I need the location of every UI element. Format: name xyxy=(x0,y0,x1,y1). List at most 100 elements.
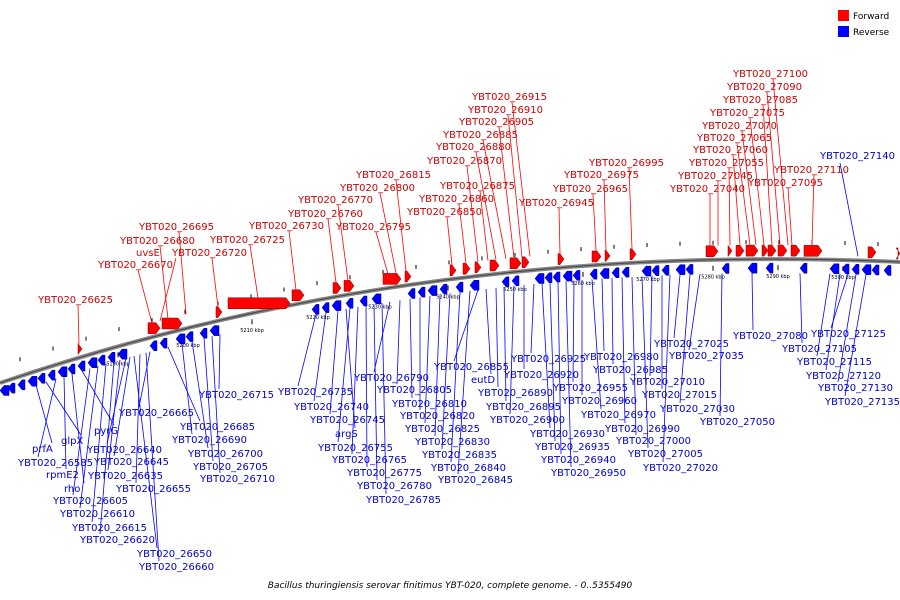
tick-label: 5230 kbp xyxy=(368,304,392,310)
leader-line xyxy=(167,346,201,422)
leader-line xyxy=(591,279,602,410)
reverse-gene-arrow xyxy=(185,331,194,342)
forward-gene-label: YBT020_26800 xyxy=(339,183,415,194)
forward-gene-label: YBT020_26915 xyxy=(471,92,547,103)
forward-gene-arrow xyxy=(803,245,823,257)
reverse-gene-label: YBT020_26810 xyxy=(391,399,467,410)
leader-line xyxy=(495,287,499,388)
reverse-gene-arrow xyxy=(87,357,98,368)
reverse-gene-arrow xyxy=(439,283,448,295)
leader-line xyxy=(830,273,849,329)
leader-line xyxy=(592,193,597,252)
leader-line xyxy=(766,91,781,246)
reverse-gene-label: glpX xyxy=(61,436,83,447)
reverse-gene-arrow xyxy=(321,302,330,313)
forward-gene-label: YBT020_26815 xyxy=(355,170,431,181)
reverse-gene-arrow xyxy=(209,325,220,336)
forward-gene-arrow xyxy=(291,289,305,302)
reverse-gene-label: YBT020_26755 xyxy=(317,443,393,454)
leader-line xyxy=(203,338,214,462)
reverse-gene-arrow xyxy=(159,337,168,349)
tick-label: 5220 kbp xyxy=(306,315,330,321)
leader-line xyxy=(373,304,378,481)
leader-line xyxy=(113,357,131,457)
leader-line xyxy=(457,290,471,475)
reverse-gene-label: YBT020_26855 xyxy=(433,362,509,373)
forward-gene-label: YBT020_26975 xyxy=(563,170,639,181)
leader-line xyxy=(329,310,339,415)
forward-gene-label: YBT020_27085 xyxy=(722,95,798,106)
reverse-gene-label: YBT020_26925 xyxy=(510,354,586,365)
reverse-gene-label: YBT020_26615 xyxy=(71,523,147,534)
leader-line xyxy=(844,274,867,397)
leader-line xyxy=(736,142,751,246)
leader-line xyxy=(211,257,219,307)
reverse-gene-label: YBT020_26635 xyxy=(87,471,163,482)
forward-gene-arrow xyxy=(489,259,500,272)
forward-gene-arrow xyxy=(343,280,355,292)
leader-line xyxy=(63,376,67,470)
reverse-gene-label: YBT020_26655 xyxy=(115,484,191,495)
leader-line xyxy=(649,275,653,377)
leader-line xyxy=(81,370,115,426)
leader-line xyxy=(485,288,492,375)
leader-line xyxy=(72,368,91,496)
forward-gene-label: YBT020_26720 xyxy=(171,248,247,259)
leader-line xyxy=(811,174,815,246)
legend-swatch xyxy=(838,10,849,21)
reverse-gene-arrow xyxy=(469,280,480,291)
leader-line xyxy=(572,280,575,383)
leader-line xyxy=(498,126,515,258)
tick-layer: 5190 kbp 5200 kbp 5210 kbp 5220 kbp 5230 kbp… xyxy=(19,240,879,367)
reverse-gene-label: rpmE2 xyxy=(46,470,79,481)
forward-gene-label: YBT020_27055 xyxy=(688,158,764,169)
forward-gene-arrow xyxy=(629,248,637,261)
reverse-gene-arrow xyxy=(552,271,561,283)
reverse-gene-arrow xyxy=(562,270,573,282)
reverse-gene-label: YBT020_26980 xyxy=(583,352,659,363)
reverse-gene-arrow xyxy=(799,262,808,274)
tick-label: 5300 kbp xyxy=(831,275,855,281)
leader-line xyxy=(621,277,626,424)
reverse-gene-label: argS xyxy=(335,429,358,440)
reverse-gene-label: YBT020_26775 xyxy=(346,468,422,479)
reverse-gene-arrow xyxy=(37,373,46,384)
reverse-gene-label: YBT020_26825 xyxy=(404,424,480,435)
reverse-gene-label: YBT020_26745 xyxy=(309,415,385,426)
forward-gene-arrow xyxy=(591,250,602,263)
leader-line xyxy=(839,162,859,257)
reverse-gene-arrow xyxy=(7,382,16,394)
reverse-gene-label: YBT020_26840 xyxy=(430,463,506,474)
tick-label: 5250 kbp xyxy=(503,287,527,293)
forward-gene-label: YBT020_26760 xyxy=(287,209,363,220)
reverse-gene-label: YBT020_27035 xyxy=(668,351,744,362)
reverse-gene-arrow xyxy=(175,333,186,345)
leader-line xyxy=(159,257,177,322)
reverse-gene-arrow xyxy=(117,348,128,360)
reverse-gene-label: YBT020_26940 xyxy=(540,455,616,466)
reverse-gene-arrow xyxy=(57,366,68,377)
forward-gene-label: YBT020_26850 xyxy=(406,207,482,218)
reverse-gene-label: YBT020_27020 xyxy=(642,463,718,474)
forward-gene-arrow xyxy=(790,244,801,257)
leader-line xyxy=(611,277,614,365)
reverse-gene-arrow xyxy=(345,298,354,309)
leader-line xyxy=(479,190,489,261)
leader-line xyxy=(509,285,515,415)
reverse-gene-label: YBT020_26700 xyxy=(187,449,263,460)
leader-line xyxy=(409,298,413,399)
reverse-gene-label: YBT020_27050 xyxy=(699,417,775,428)
leader-line xyxy=(211,336,221,474)
leader-line xyxy=(558,207,561,254)
reverse-gene-arrow xyxy=(765,262,774,274)
reverse-gene-label: YBT020_27080 xyxy=(732,331,808,342)
leader-line xyxy=(133,355,158,549)
legend-label: Forward xyxy=(853,12,889,22)
leader-line xyxy=(379,192,397,273)
label-layer: YBT020_26625 YBT020_26670uvsEYBT020_26680… xyxy=(17,69,900,573)
leader-line xyxy=(37,378,57,458)
reverse-gene-label: YBT020_26650 xyxy=(136,549,212,560)
leader-line xyxy=(313,312,327,402)
reverse-gene-label: YBT020_26640 xyxy=(86,445,162,456)
